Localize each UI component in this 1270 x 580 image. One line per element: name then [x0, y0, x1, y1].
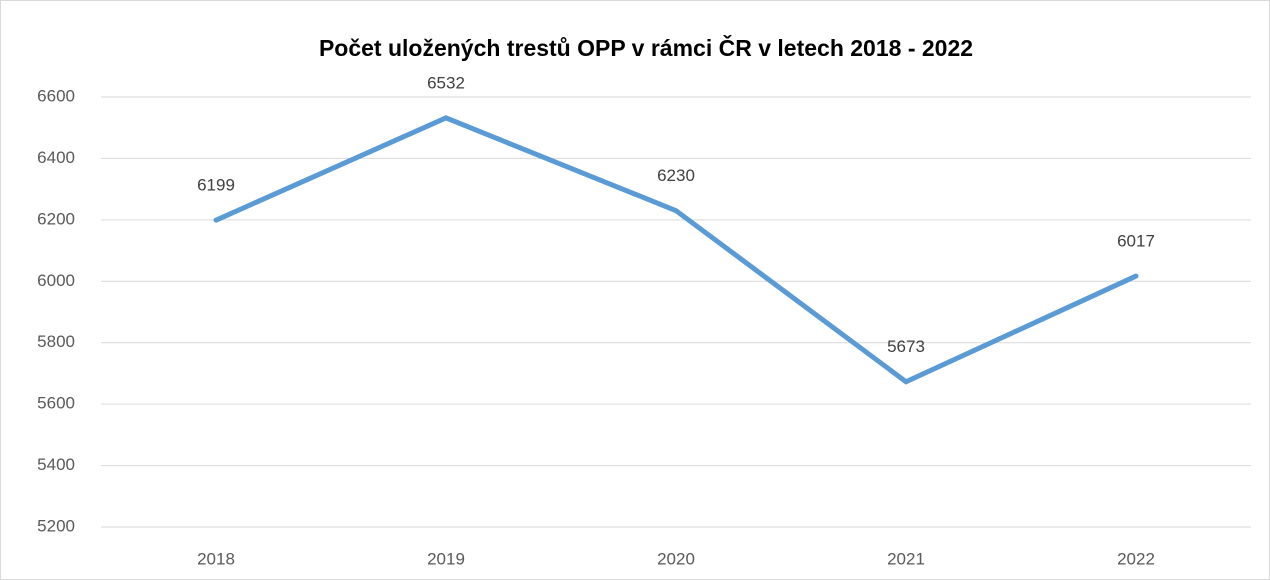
- data-label: 6230: [657, 166, 695, 185]
- data-line: [213, 115, 1139, 385]
- x-tick-label: 2022: [1117, 549, 1155, 568]
- x-tick-label: 2018: [197, 549, 235, 568]
- data-label: 5673: [887, 337, 925, 356]
- data-label: 6199: [197, 176, 235, 195]
- x-tick-label: 2021: [887, 549, 925, 568]
- y-tick-label: 5800: [37, 332, 75, 351]
- x-tick-label: 2020: [657, 549, 695, 568]
- y-tick-label: 5400: [37, 455, 75, 474]
- y-tick-label: 6400: [37, 148, 75, 167]
- y-tick-label: 6600: [37, 86, 75, 105]
- y-tick-label: 5200: [37, 516, 75, 535]
- data-label: 6532: [427, 73, 465, 92]
- y-tick-label: 6200: [37, 209, 75, 228]
- x-tick-label: 2019: [427, 549, 465, 568]
- y-tick-label: 6000: [37, 271, 75, 290]
- chart-title: Počet uložených trestů OPP v rámci ČR v …: [319, 34, 973, 61]
- y-tick-label: 5600: [37, 394, 75, 413]
- data-label: 6017: [1117, 232, 1155, 251]
